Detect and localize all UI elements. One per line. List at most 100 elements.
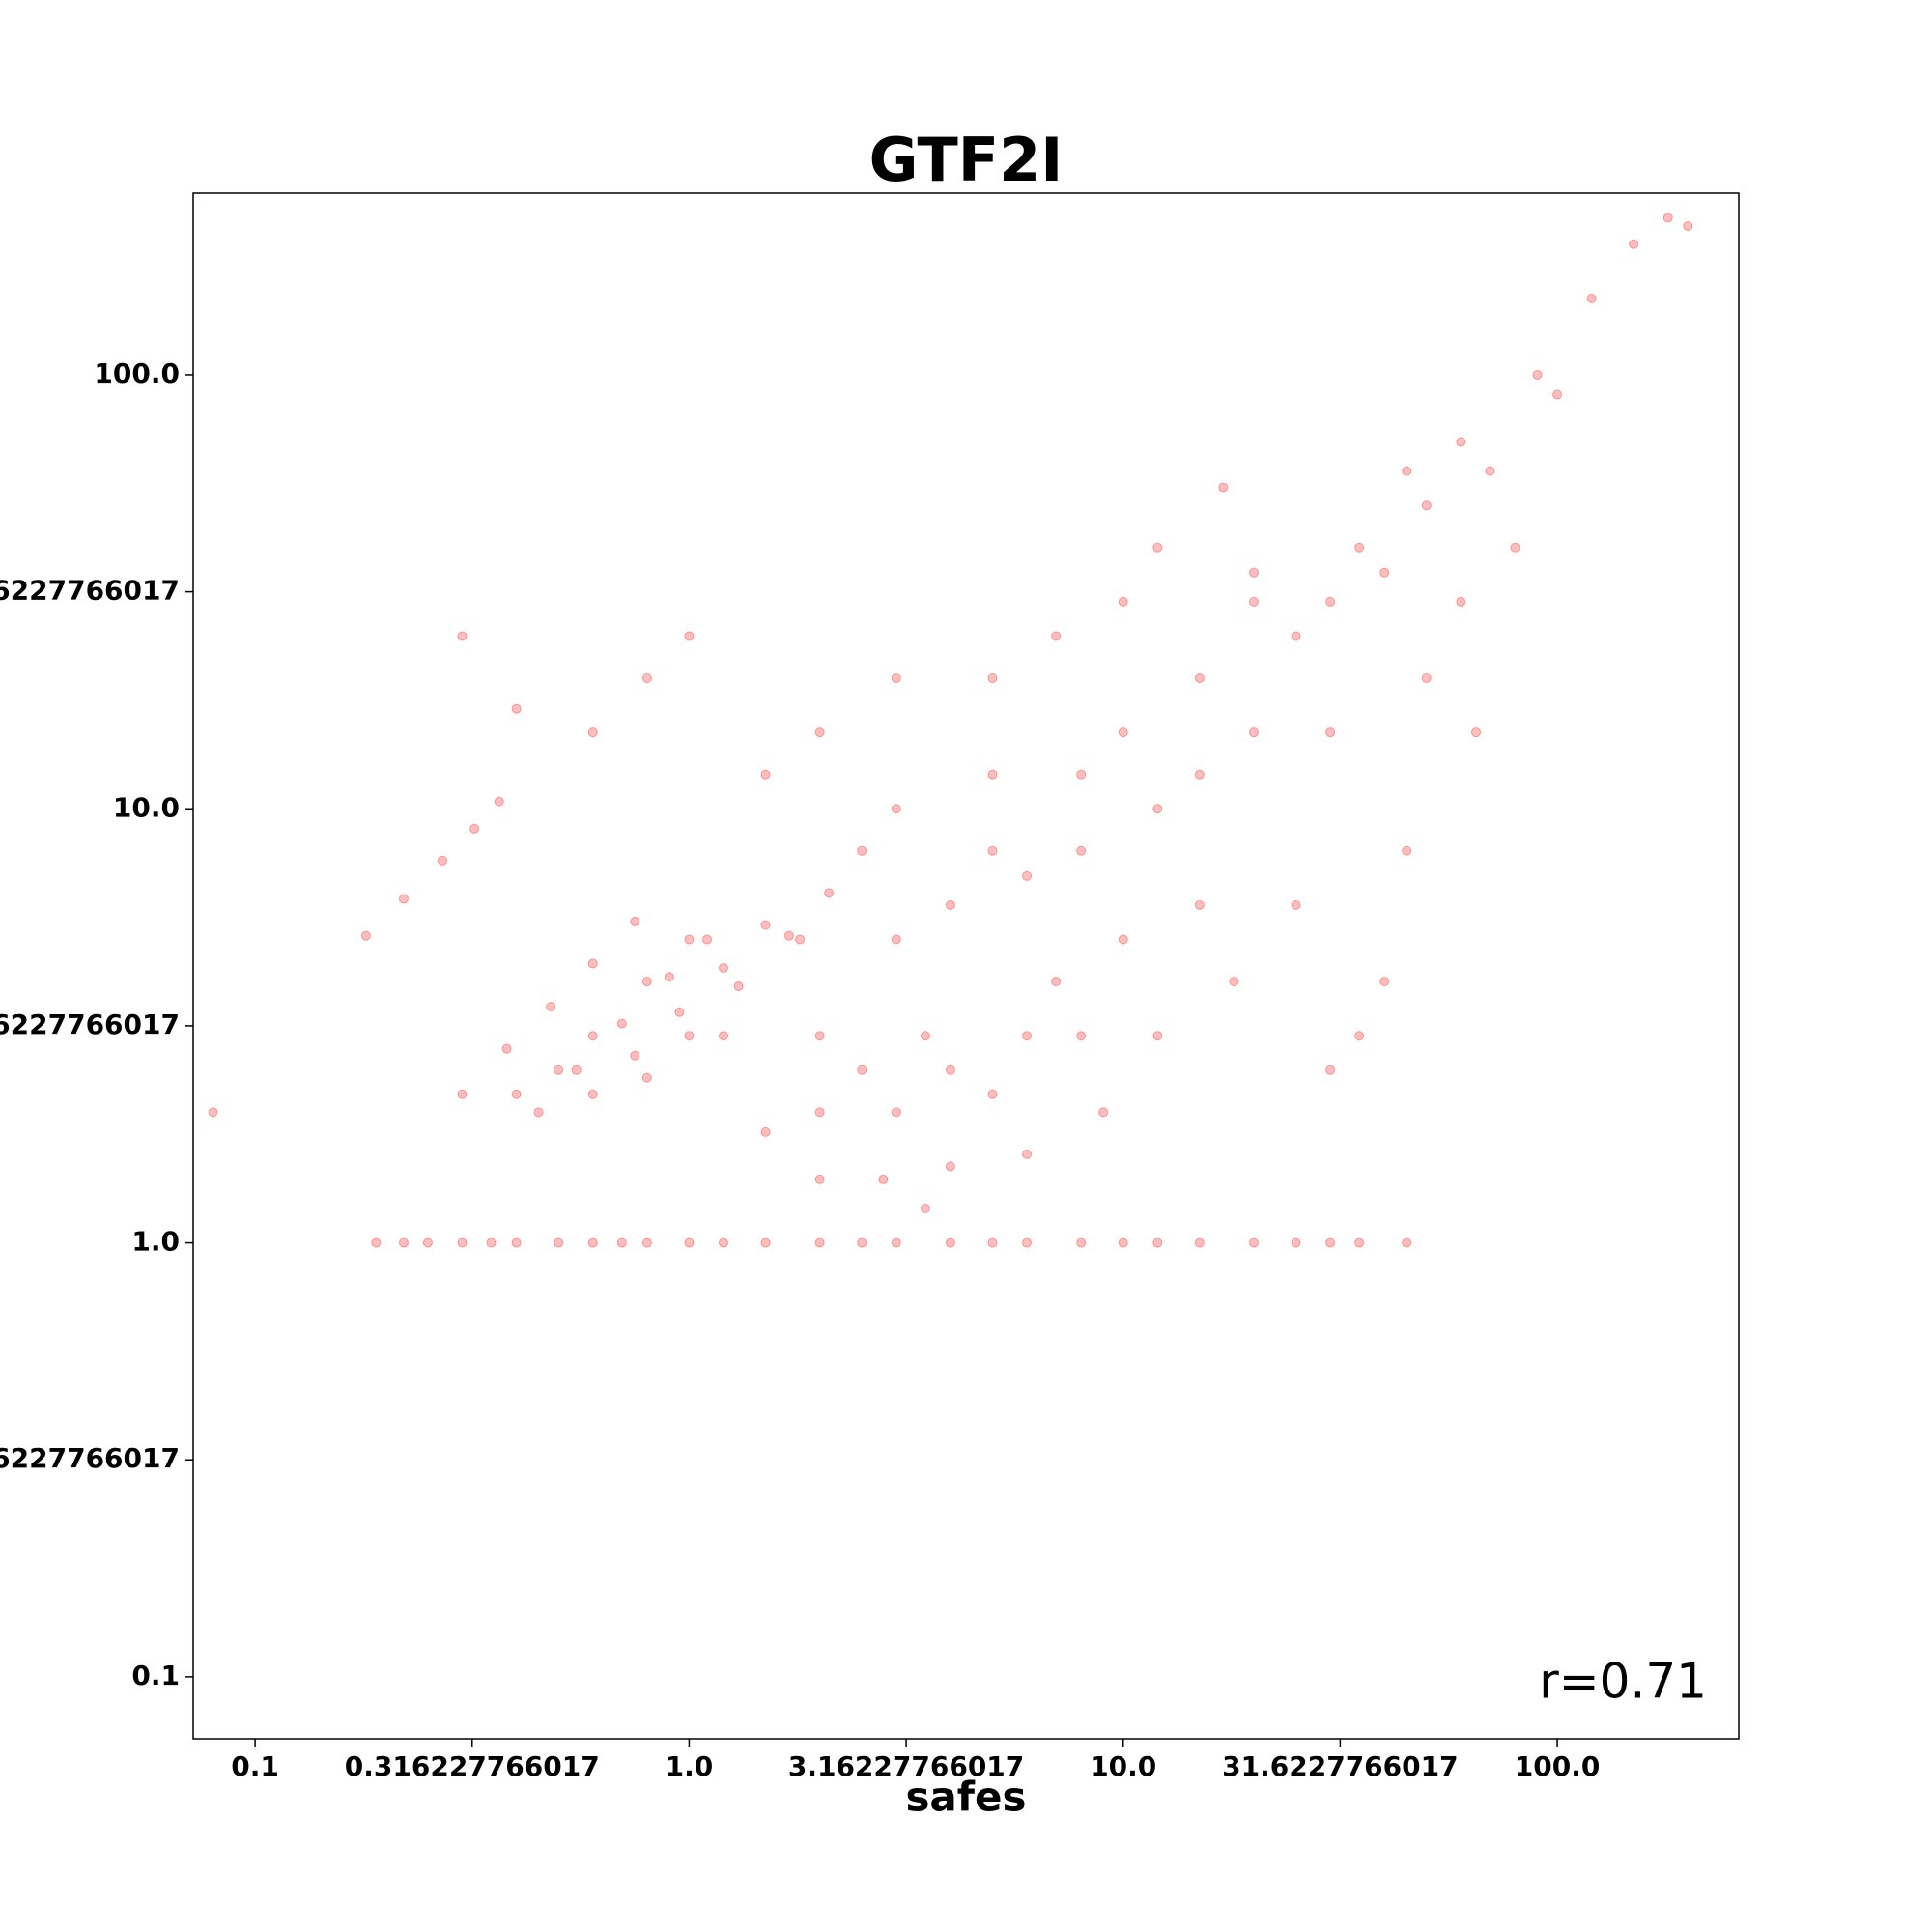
point — [760, 1126, 771, 1137]
point — [616, 1018, 627, 1029]
point — [1152, 542, 1163, 553]
point — [1325, 727, 1336, 738]
point — [1421, 500, 1432, 511]
x-tick-label: 10.0 — [1090, 1750, 1156, 1782]
point — [1552, 389, 1563, 400]
point — [511, 1237, 522, 1248]
point — [718, 1237, 728, 1248]
point — [814, 1174, 825, 1184]
point — [1118, 1237, 1128, 1248]
point — [1532, 369, 1543, 380]
plot-frame — [192, 192, 1740, 1740]
point — [760, 1237, 771, 1248]
point — [1118, 727, 1128, 738]
point — [1076, 769, 1087, 780]
point — [1470, 727, 1481, 738]
point — [674, 1007, 685, 1017]
point — [486, 1237, 497, 1248]
chart-title: GTF2I — [869, 125, 1064, 195]
point — [733, 981, 744, 992]
point — [546, 1002, 556, 1012]
point — [1325, 1237, 1336, 1248]
point — [587, 727, 598, 738]
point — [824, 888, 835, 898]
x-tick-label: 100.0 — [1515, 1750, 1601, 1782]
point — [457, 1237, 468, 1248]
y-tick-label: 3.16227766017 — [0, 1009, 180, 1040]
point — [920, 1204, 930, 1214]
point — [1402, 1237, 1412, 1248]
point — [1421, 673, 1432, 684]
point — [1354, 542, 1365, 553]
point — [1291, 1237, 1301, 1248]
point — [878, 1174, 889, 1184]
point — [1456, 596, 1466, 607]
point — [1662, 213, 1673, 223]
point — [1291, 631, 1301, 641]
y-tick-label: 10.0 — [113, 791, 180, 823]
x-tick-label: 1.0 — [666, 1750, 714, 1782]
point — [587, 1237, 598, 1248]
point — [795, 934, 806, 945]
point — [1194, 673, 1205, 684]
point — [891, 804, 901, 814]
x-tick-label: 0.1 — [231, 1750, 279, 1782]
point — [684, 1031, 695, 1041]
point — [554, 1065, 564, 1075]
point — [891, 1107, 901, 1118]
point — [891, 934, 901, 945]
point — [1379, 977, 1390, 987]
point — [1194, 1237, 1205, 1248]
point — [469, 823, 480, 834]
point — [783, 930, 794, 941]
y-tick-label: 100.0 — [94, 357, 180, 389]
point — [702, 934, 713, 945]
point — [1022, 870, 1033, 881]
point — [987, 673, 998, 684]
point — [457, 631, 468, 641]
point — [857, 1065, 867, 1075]
point — [1354, 1031, 1365, 1041]
point — [891, 1237, 901, 1248]
point — [1248, 727, 1259, 738]
point — [1325, 596, 1336, 607]
point — [1022, 1031, 1033, 1041]
point — [1076, 1031, 1087, 1041]
point — [1098, 1107, 1109, 1118]
point — [1152, 1237, 1163, 1248]
points — [208, 213, 1693, 1248]
point — [1194, 899, 1205, 910]
point — [814, 1237, 825, 1248]
point — [494, 796, 504, 807]
point — [1022, 1237, 1033, 1248]
point — [1248, 567, 1259, 578]
y-tick-label: 0.1 — [131, 1660, 180, 1691]
point — [1291, 899, 1301, 910]
point — [814, 1107, 825, 1118]
point — [1248, 596, 1259, 607]
point — [616, 1237, 627, 1248]
point — [760, 920, 771, 930]
point — [920, 1031, 930, 1041]
point — [641, 1072, 652, 1083]
point — [511, 1089, 522, 1099]
point — [1325, 1065, 1336, 1075]
y-tick-label: 1.0 — [131, 1226, 180, 1258]
point — [987, 1089, 998, 1099]
point — [437, 855, 447, 866]
point — [987, 769, 998, 780]
point — [587, 1031, 598, 1041]
point — [1218, 482, 1229, 493]
point — [641, 1237, 652, 1248]
point — [945, 1237, 955, 1248]
point — [554, 1237, 564, 1248]
point — [1051, 977, 1062, 987]
point — [718, 962, 728, 973]
point — [1229, 977, 1239, 987]
point — [360, 930, 371, 941]
point — [641, 977, 652, 987]
point — [1152, 1031, 1163, 1041]
point — [533, 1107, 544, 1118]
point — [422, 1237, 433, 1248]
